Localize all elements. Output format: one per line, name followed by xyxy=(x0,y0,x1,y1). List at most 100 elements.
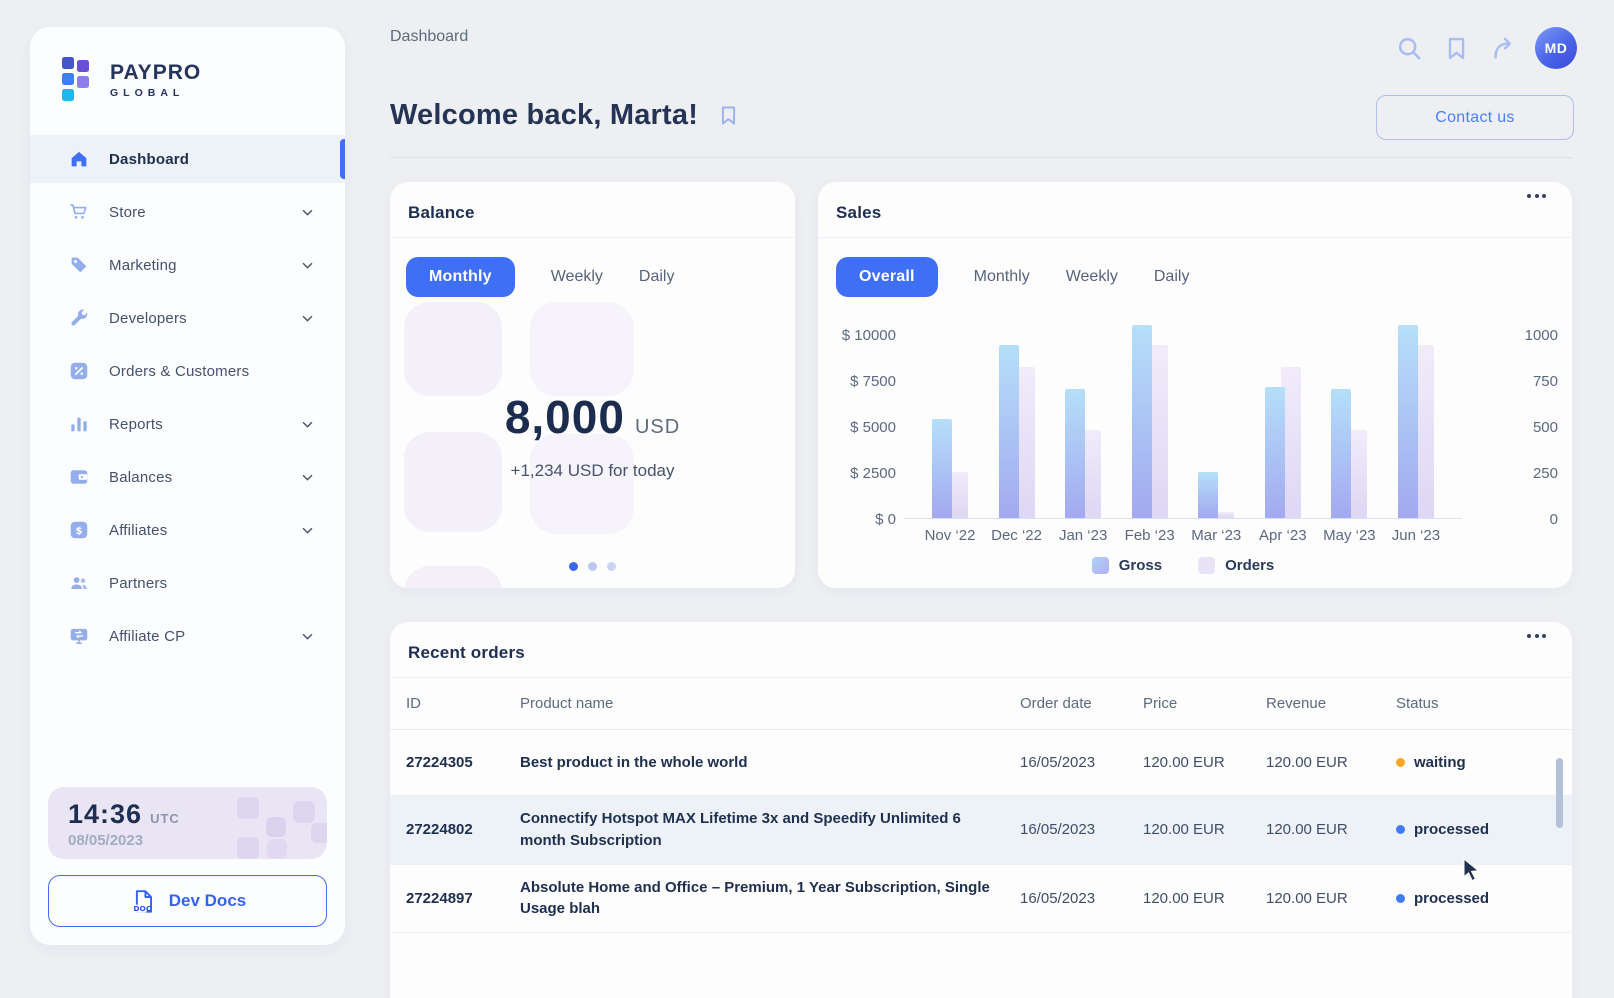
balance-tab-monthly[interactable]: Monthly xyxy=(406,257,515,297)
balance-tab-weekly[interactable]: Weekly xyxy=(550,268,603,285)
sales-card: Sales Overall Monthly Weekly Daily $ 0 $ … xyxy=(818,182,1572,588)
product-name: Connectify Hotspot MAX Lifetime 3x and S… xyxy=(520,810,961,849)
sidebar-item-reports[interactable]: Reports xyxy=(30,400,345,448)
sales-tab-daily[interactable]: Daily xyxy=(1153,268,1190,285)
wrench-icon xyxy=(71,309,88,326)
welcome-header: Welcome back, Marta! xyxy=(390,99,740,132)
y-axis-tick: 750 xyxy=(1532,373,1558,390)
y-axis-tick: $ 5000 xyxy=(850,419,896,436)
x-axis-label: Jan ‘23 xyxy=(1058,527,1108,544)
cart-icon xyxy=(70,204,87,219)
y-axis-tick: 1000 xyxy=(1524,327,1558,344)
people-icon xyxy=(71,577,87,590)
y-axis-tick: 500 xyxy=(1532,419,1558,436)
sales-menu-button[interactable] xyxy=(1521,188,1552,204)
sidebar-item-balances[interactable]: Balances xyxy=(30,453,345,501)
orders-bar xyxy=(1014,367,1035,518)
x-axis-label: Jun ‘23 xyxy=(1391,527,1441,544)
home-icon xyxy=(71,151,87,167)
chart-y-axis-left: $ 0 $ 2500 $ 5000 $ 7500 $ 10000 xyxy=(834,319,896,528)
chevron-down-icon xyxy=(302,209,313,215)
avatar[interactable]: MD xyxy=(1535,27,1577,69)
chevron-down-icon xyxy=(302,315,313,321)
order-date: 16/05/2023 xyxy=(1020,821,1096,839)
orders-bar xyxy=(1081,429,1102,518)
balance-card: Balance Monthly Weekly Daily 8,000 USD +1… xyxy=(390,182,795,588)
sidebar-item-partners[interactable]: Partners xyxy=(30,559,345,607)
search-icon[interactable] xyxy=(1394,33,1424,63)
header-divider xyxy=(390,157,1572,158)
balance-title: Balance xyxy=(408,203,475,222)
y-axis-tick: $ 10000 xyxy=(841,327,896,344)
gross-bar xyxy=(1264,387,1285,518)
y-axis-tick: $ 2500 xyxy=(850,465,896,482)
sales-tabs: Overall Monthly Weekly Daily xyxy=(836,257,1189,297)
sidebar-item-marketing[interactable]: Marketing xyxy=(30,241,345,289)
svg-text:DOC: DOC xyxy=(133,903,151,912)
sidebar: PAYPRO GLOBAL Dashboard Store Marketing xyxy=(30,27,345,945)
carousel-dot[interactable] xyxy=(569,562,578,571)
percent-icon xyxy=(70,362,88,380)
brand-logo-icon xyxy=(62,57,98,103)
brand-name: PAYPRO xyxy=(110,61,202,84)
status-badge: waiting xyxy=(1396,754,1572,771)
sales-tab-overall[interactable]: Overall xyxy=(836,257,938,297)
page-title: Welcome back, Marta! xyxy=(390,99,699,131)
table-row[interactable]: 27224897 Absolute Home and Office – Prem… xyxy=(390,865,1572,933)
chevron-down-icon xyxy=(302,527,313,533)
orders-table-header: ID Product name Order date Price Revenue… xyxy=(390,678,1572,730)
orders-bar xyxy=(1413,345,1434,518)
sales-tab-weekly[interactable]: Weekly xyxy=(1065,268,1118,285)
sidebar-item-developers[interactable]: Developers xyxy=(30,294,345,342)
refresh-arrow-icon[interactable] xyxy=(1488,33,1518,63)
order-price: 120.00 EUR xyxy=(1143,754,1225,771)
doc-icon: DOC xyxy=(132,889,152,912)
chevron-down-icon xyxy=(302,474,313,480)
gross-bar xyxy=(1131,324,1152,518)
bookmark-icon[interactable] xyxy=(717,104,740,127)
dev-docs-button[interactable]: DOC Dev Docs xyxy=(48,875,327,927)
sidebar-item-affiliate-cp[interactable]: Affiliate CP xyxy=(30,612,345,660)
y-axis-tick: 250 xyxy=(1532,465,1558,482)
order-id: 27224897 xyxy=(406,889,473,907)
sales-title: Sales xyxy=(836,203,882,222)
y-axis-tick: 0 xyxy=(1549,511,1558,528)
table-scrollbar[interactable] xyxy=(1556,758,1563,828)
recent-orders-title: Recent orders xyxy=(408,643,525,662)
table-row[interactable]: 27224305 Best product in the whole world… xyxy=(390,730,1572,796)
order-price: 120.00 EUR xyxy=(1143,821,1225,839)
chart-y-axis-right: 0 250 500 750 1000 xyxy=(1488,319,1558,528)
dollar-icon: $ xyxy=(70,521,88,539)
x-axis-label: Feb ‘23 xyxy=(1124,527,1175,544)
sidebar-item-affiliates[interactable]: $ Affiliates xyxy=(30,506,345,554)
x-axis-label: Mar ‘23 xyxy=(1191,527,1242,544)
orders-swatch xyxy=(1198,557,1216,574)
sidebar-item-dashboard[interactable]: Dashboard xyxy=(30,135,345,183)
topbar-actions: MD xyxy=(1394,27,1577,69)
bookmark-icon[interactable] xyxy=(1441,33,1471,63)
x-axis-label: May ‘23 xyxy=(1323,527,1376,544)
status-badge: processed xyxy=(1396,890,1572,907)
gross-bar xyxy=(1397,324,1418,518)
contact-us-button[interactable]: Contact us xyxy=(1376,95,1574,140)
table-row[interactable]: 27224802 Connectify Hotspot MAX Lifetime… xyxy=(390,796,1572,865)
chevron-down-icon xyxy=(302,421,313,427)
wallet-icon xyxy=(70,470,88,484)
orders-bar xyxy=(1147,345,1168,518)
sidebar-item-store[interactable]: Store xyxy=(30,188,345,236)
balance-tab-daily[interactable]: Daily xyxy=(638,268,675,285)
legend-item-orders: Orders xyxy=(1198,557,1274,574)
sidebar-item-orders-customers[interactable]: Orders & Customers xyxy=(30,347,345,395)
sidebar-nav: Dashboard Store Marketing Developers Ord… xyxy=(30,135,345,665)
brand-subname: GLOBAL xyxy=(110,87,185,99)
order-date: 16/05/2023 xyxy=(1020,754,1096,771)
recent-orders-menu-button[interactable] xyxy=(1521,628,1552,644)
carousel-dot[interactable] xyxy=(588,562,597,571)
order-date: 16/05/2023 xyxy=(1020,889,1096,907)
legend-item-gross: Gross xyxy=(1091,557,1162,574)
carousel-dot[interactable] xyxy=(607,562,616,571)
gross-swatch xyxy=(1091,557,1109,574)
sales-tab-monthly[interactable]: Monthly xyxy=(973,268,1030,285)
recent-orders-card: Recent orders ID Product name Order date… xyxy=(390,622,1572,998)
